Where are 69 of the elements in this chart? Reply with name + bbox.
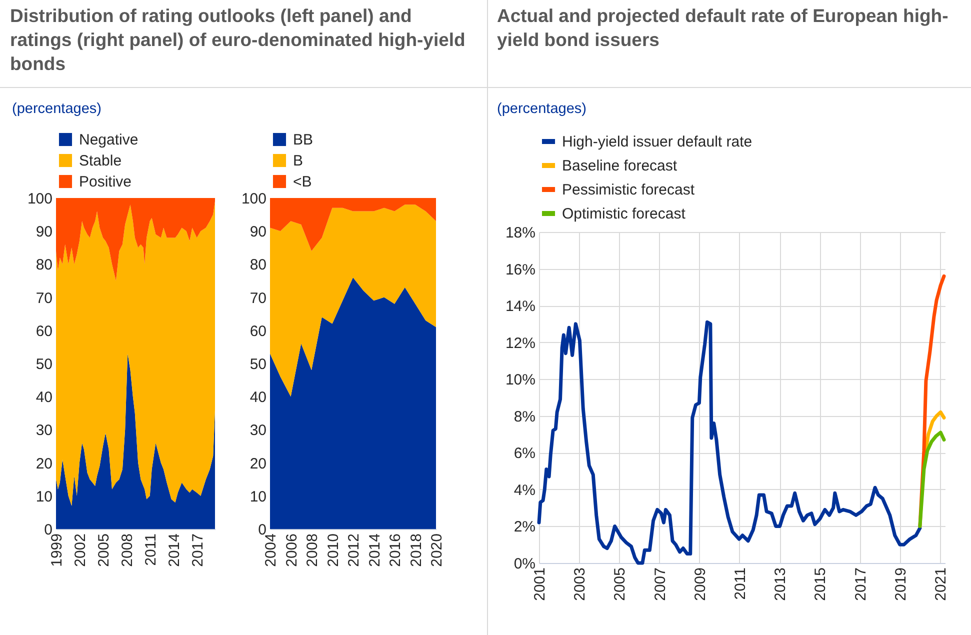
- y-tick-label: 10%: [505, 372, 536, 389]
- x-tick-label: 2010: [324, 534, 342, 567]
- legend-label: B: [293, 152, 304, 170]
- x-tick-label: 2014: [166, 534, 183, 567]
- x-tick-label: 2015: [812, 568, 830, 601]
- x-tick-label: 2013: [772, 568, 790, 601]
- y-tick-label: 8%: [514, 408, 536, 426]
- y-tick-label: 18%: [505, 224, 536, 242]
- chart-title: Actual and projected default rate of European high-yield bond issuers: [487, 0, 971, 88]
- y-tick-label: 80: [36, 256, 52, 274]
- x-tick-label: 2019: [892, 568, 910, 601]
- y-tick-label: 40: [36, 389, 52, 406]
- x-tick-label: 2005: [612, 568, 629, 601]
- legend-label: Optimistic forecast: [562, 206, 686, 222]
- y-tick-label: 50: [36, 356, 52, 373]
- y-tick-label: 50: [250, 356, 266, 373]
- y-tick-label: 20: [36, 455, 52, 472]
- y-tick-label: 20: [250, 455, 266, 472]
- y-tick-label: 6%: [514, 445, 536, 462]
- x-tick-label: 2005: [95, 534, 112, 567]
- y-tick-label: 16%: [505, 261, 536, 278]
- y-tick-label: 60: [250, 322, 266, 340]
- y-tick-label: 14%: [505, 298, 536, 316]
- y-tick-label: 12%: [505, 334, 536, 352]
- x-tick-label: 2011: [732, 568, 749, 600]
- x-tick-label: 2008: [304, 534, 321, 567]
- x-tick-label: 2011: [142, 534, 160, 566]
- x-tick-label: 2020: [428, 534, 446, 567]
- x-tick-label: 2009: [692, 568, 709, 601]
- y-tick-label: 70: [250, 290, 266, 307]
- y-tick-label: 40: [250, 389, 266, 406]
- y-tick-label: 100: [241, 190, 266, 208]
- y-tick-label: 10: [250, 488, 266, 506]
- y-tick-label: 80: [250, 256, 266, 274]
- legend-label: BB: [293, 132, 314, 148]
- x-tick-label: 2012: [346, 534, 362, 567]
- x-tick-label: 2003: [572, 568, 589, 601]
- chart-title: Distribution of rating outlooks (left panel) and ratings (right panel) of euro-denominated high-yield bonds: [0, 0, 487, 88]
- chart-subtitle: (percentages): [12, 101, 102, 117]
- y-tick-label: 30: [36, 422, 52, 440]
- x-tick-label: 2016: [387, 534, 404, 567]
- legend-label: Negative: [79, 132, 138, 148]
- y-tick-label: 30: [250, 422, 266, 440]
- y-tick-label: 4%: [514, 482, 536, 499]
- x-tick-label: 2018: [408, 534, 425, 567]
- legend-label: Stable: [79, 152, 122, 170]
- x-tick-label: 2017: [189, 534, 206, 567]
- x-tick-label: 2008: [118, 534, 136, 567]
- y-tick-label: 2%: [514, 518, 536, 536]
- legend-label: Positive: [79, 174, 132, 190]
- x-tick-label: 2006: [283, 534, 300, 567]
- legend-label: Pessimistic forecast: [562, 182, 696, 198]
- x-tick-label: 2021: [932, 568, 950, 601]
- y-tick-label: 70: [36, 290, 52, 307]
- y-tick-label: 100: [27, 190, 52, 208]
- legend-label: High-yield issuer default rate: [562, 134, 752, 150]
- x-tick-label: 2007: [652, 568, 669, 601]
- y-tick-label: 90: [36, 224, 52, 241]
- line-series: [537, 320, 922, 565]
- line-series: [918, 430, 946, 528]
- y-tick-label: 90: [250, 224, 266, 241]
- x-tick-label: 2014: [366, 534, 384, 567]
- y-tick-label: 60: [36, 322, 52, 340]
- y-tick-label: 10: [36, 488, 52, 506]
- x-tick-label: 2017: [852, 568, 870, 601]
- x-tick-label: 2002: [72, 534, 89, 567]
- legend-label: Baseline forecast: [562, 158, 678, 174]
- legend-label: <B: [293, 174, 312, 190]
- chart-subtitle: (percentages): [497, 101, 586, 117]
